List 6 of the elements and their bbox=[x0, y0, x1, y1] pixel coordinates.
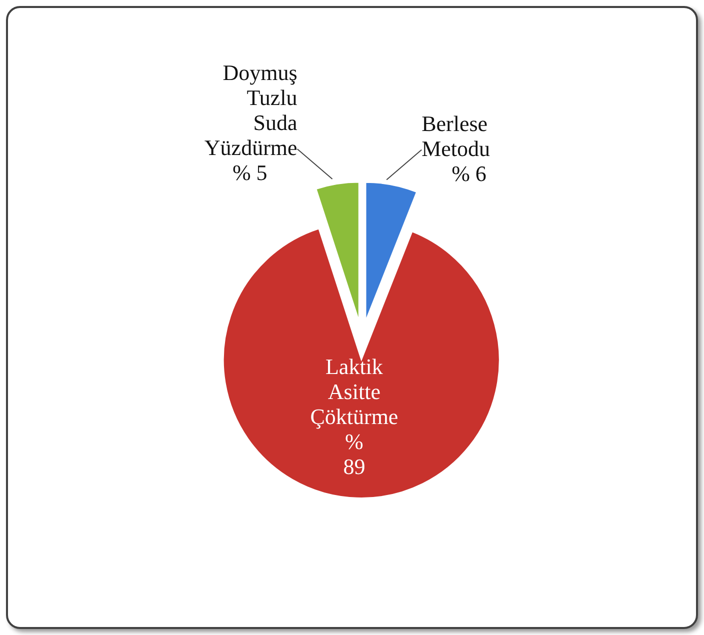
slice-label: Doymuş Tuzlu Suda Yüzdürme bbox=[204, 60, 298, 160]
data-label: % 5 bbox=[232, 160, 268, 185]
slice-label: Laktik Asitte Çöktürme bbox=[310, 354, 398, 429]
data-label: % 89 bbox=[343, 428, 366, 479]
data-label: % 6 bbox=[452, 160, 486, 186]
slice-label: Berlese Metodu bbox=[422, 110, 490, 161]
